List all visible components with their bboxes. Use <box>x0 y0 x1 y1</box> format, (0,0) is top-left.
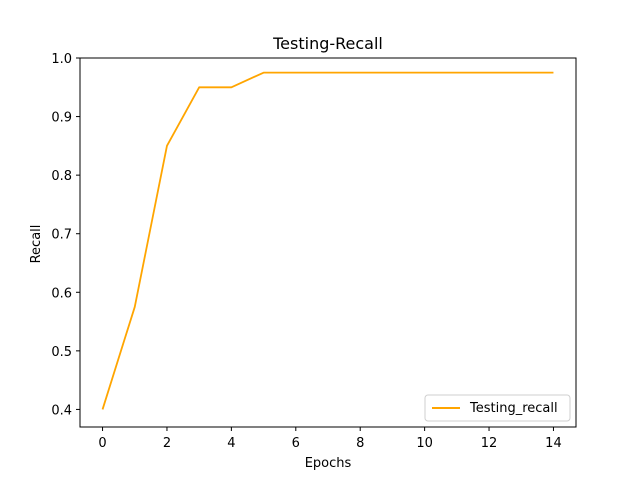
y-tick-label: 0.7 <box>51 228 72 243</box>
x-tick-label: 4 <box>227 436 235 451</box>
x-axis-label: Epochs <box>305 456 352 471</box>
x-tick-label: 14 <box>545 436 562 451</box>
y-tick-label: 0.9 <box>51 111 72 126</box>
chart-title: Testing-Recall <box>272 34 383 53</box>
series-layer <box>101 71 554 410</box>
y-axis-label: Recall <box>29 225 44 264</box>
y-tick-label: 0.5 <box>51 345 72 360</box>
x-tick-label: 0 <box>98 436 106 451</box>
y-tick-label: 0.8 <box>51 169 72 184</box>
x-tick-label: 10 <box>416 436 433 451</box>
y-ticks: 0.4 0.5 0.6 0.7 0.8 0.9 1.0 <box>51 52 80 418</box>
series-line-0 <box>101 71 554 410</box>
plot-area-frame <box>79 57 577 428</box>
x-tick-label: 2 <box>163 436 171 451</box>
y-tick-label: 1.0 <box>51 52 72 67</box>
legend-box <box>424 394 571 422</box>
y-tick-label: 0.4 <box>51 403 72 418</box>
legend-label: Testing_recall <box>469 401 558 416</box>
x-tick-label: 12 <box>481 436 498 451</box>
x-tick-label: 8 <box>356 436 364 451</box>
x-tick-label: 6 <box>292 436 300 451</box>
x-ticks: 0 2 4 6 8 10 12 14 <box>98 427 562 451</box>
y-tick-label: 0.6 <box>51 286 72 301</box>
legend: Testing_recall <box>424 394 571 422</box>
